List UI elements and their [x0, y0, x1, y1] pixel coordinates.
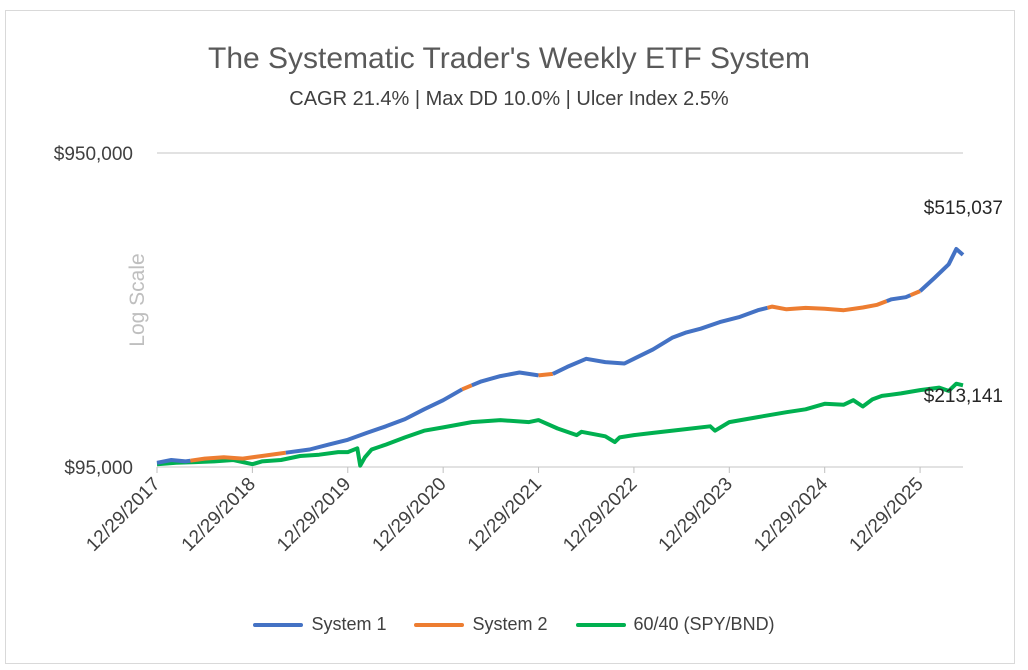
legend-swatch-benchmark — [575, 622, 626, 627]
x-tick-label: 12/29/2024 — [750, 473, 832, 555]
y-axis-title: Log Scale — [126, 253, 149, 346]
legend-item-system2: System 2 — [414, 614, 548, 635]
y-tick-label: $950,000 — [54, 144, 133, 165]
series-line-system2 — [538, 371, 554, 378]
x-tick-label: 12/29/2023 — [655, 474, 737, 556]
end-value-label-system: $515,037 — [924, 198, 1003, 219]
series-line-system1 — [156, 458, 191, 465]
series-line-system1 — [471, 370, 539, 388]
x-tick-label: 12/29/2022 — [559, 474, 641, 556]
x-tick-label: 12/29/2025 — [846, 474, 928, 556]
legend-label-benchmark: 60/40 (SPY/BND) — [633, 614, 775, 634]
series-line-system1 — [285, 387, 464, 455]
series-line-system2 — [767, 299, 888, 313]
legend-item-benchmark: 60/40 (SPY/BND) — [575, 614, 775, 635]
legend-swatch-system2 — [414, 622, 465, 627]
series-line-system2 — [461, 383, 473, 392]
series-line-system1 — [918, 247, 965, 293]
chart-legend: System 1 System 2 60/40 (SPY/BND) — [0, 614, 1028, 635]
x-tick-label: 12/29/2019 — [273, 474, 355, 556]
legend-item-system1: System 1 — [253, 614, 386, 635]
chart-title: The Systematic Trader's Weekly ETF Syste… — [208, 42, 810, 75]
legend-label-system1: System 1 — [311, 614, 387, 634]
series-line-benchmark — [156, 381, 964, 468]
series-line-system2 — [909, 289, 921, 298]
legend-swatch-system1 — [253, 622, 304, 627]
chart-subtitle: CAGR 21.4% | Max DD 10.0% | Ulcer Index … — [289, 88, 729, 110]
series-line-system1 — [885, 293, 912, 303]
series-line-system1 — [551, 305, 768, 376]
x-tick-label: 12/29/2020 — [369, 474, 451, 556]
series-line-system2 — [190, 450, 287, 463]
chart-frame — [5, 10, 1015, 664]
x-tick-label: 12/29/2018 — [178, 474, 260, 556]
x-tick-label: 12/29/2021 — [464, 474, 546, 556]
x-tick-label: 12/29/2017 — [82, 474, 164, 556]
legend-label-system2: System 2 — [472, 614, 548, 634]
y-tick-label: $95,000 — [64, 458, 133, 479]
end-value-label-benchmark: $213,141 — [924, 386, 1003, 407]
